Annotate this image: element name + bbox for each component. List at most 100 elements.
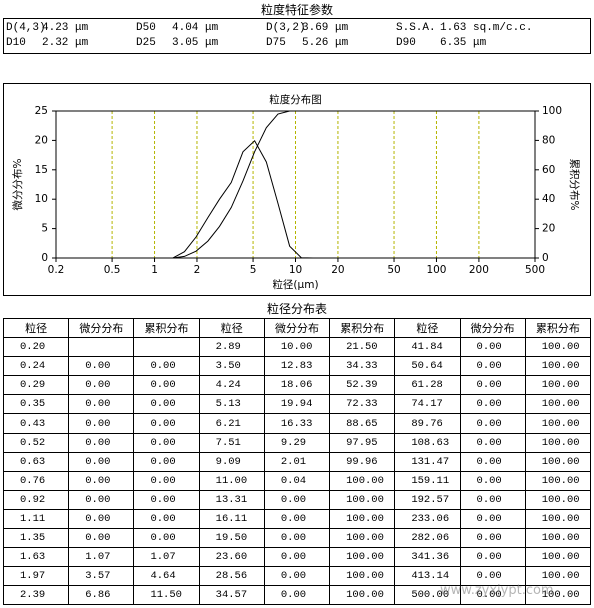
table-cell: 0.00 bbox=[459, 508, 526, 530]
table-title: 粒径分布表 bbox=[266, 302, 327, 316]
table-cell: 108.63 bbox=[394, 432, 461, 453]
table-cell: 100.00 bbox=[329, 528, 396, 549]
chart-title: 粒度分布图 bbox=[269, 93, 322, 106]
table-cell: 0.00 bbox=[459, 547, 526, 568]
watermark: www.zyxjypt.com bbox=[440, 583, 554, 598]
chart-box: 粒度分布图 0.2 0.5 1 2 5 10 20 50 100 200 500 0 5 10 15 20 25 0… bbox=[3, 83, 591, 296]
table-cell: 0.00 bbox=[263, 508, 331, 530]
table-cell: 100.00 bbox=[524, 585, 592, 606]
y-tick-label: 15 bbox=[35, 164, 48, 176]
table-cell: 0.00 bbox=[133, 528, 200, 549]
x-axis-label: 粒径(μm) bbox=[272, 278, 318, 291]
table-cell: 99.96 bbox=[329, 451, 396, 472]
header-cell: 累积分布 bbox=[329, 317, 396, 339]
table-cell: 0.00 bbox=[459, 356, 526, 377]
y-tick-label: 5 bbox=[41, 223, 48, 235]
table-cell: 2.89 bbox=[198, 337, 265, 358]
x-tick-label: 20 bbox=[331, 264, 344, 276]
param-label: D25 bbox=[136, 37, 156, 49]
table-cell: 0.00 bbox=[459, 432, 526, 453]
table-row: 2.39 6.86 11.50 34.57 0.00 100.00 500.00 0.00 10… bbox=[2, 585, 592, 606]
table-cell: 100.00 bbox=[524, 394, 592, 415]
table-cell: 100.00 bbox=[524, 508, 592, 530]
params-title: 粒度特征参数 bbox=[260, 3, 333, 17]
table-cell: 0.00 bbox=[68, 451, 135, 472]
table-cell: 233.06 bbox=[394, 508, 461, 530]
table-row: 0.35 0.00 0.00 5.13 19.94 72.33 74.17 0.00 100.0… bbox=[2, 394, 592, 415]
table-cell: 0.92 bbox=[2, 489, 70, 510]
table-cell: 0.00 bbox=[133, 356, 200, 377]
table-cell: 6.86 bbox=[68, 585, 135, 606]
table-cell: 0.00 bbox=[68, 413, 135, 434]
header-cell: 粒径 bbox=[198, 317, 265, 339]
table-cell: 7.51 bbox=[198, 432, 265, 453]
table-cell: 0.00 bbox=[263, 547, 331, 568]
table-cell: 0.00 bbox=[68, 375, 135, 396]
table-cell: 0.00 bbox=[459, 413, 526, 434]
table-cell: 9.29 bbox=[263, 432, 331, 453]
table-cell: 1.07 bbox=[68, 547, 135, 568]
table-cell: 0.29 bbox=[2, 375, 70, 396]
table-cell: 97.95 bbox=[329, 432, 396, 453]
table-cell: 100.00 bbox=[524, 356, 592, 377]
y-tick-label: 0 bbox=[41, 252, 48, 264]
y2-tick-label: 0 bbox=[542, 252, 549, 264]
table-cell: 89.76 bbox=[394, 413, 461, 434]
table-cell: 72.33 bbox=[329, 394, 396, 415]
table-cell: 0.43 bbox=[2, 413, 70, 434]
table-row: 0.76 0.00 0.00 11.00 0.04 100.00 159.11 0.00 100… bbox=[2, 470, 592, 491]
table-cell: 1.07 bbox=[133, 547, 200, 568]
table-row: 0.63 0.00 0.00 9.09 2.01 99.96 131.47 0.00 100.0… bbox=[2, 451, 592, 472]
table-cell: 6.21 bbox=[198, 413, 265, 434]
table-cell: 0.00 bbox=[263, 585, 331, 606]
table-cell: 3.57 bbox=[68, 566, 135, 587]
y2-axis-label: 累积分布% bbox=[568, 159, 580, 211]
param-value: 4.04 μm bbox=[172, 22, 219, 34]
table-cell: 0.00 bbox=[459, 375, 526, 396]
param-value: 2.32 μm bbox=[42, 37, 89, 49]
table-cell: 1.35 bbox=[2, 528, 70, 549]
table-cell: 9.09 bbox=[198, 451, 265, 472]
table-cell: 341.36 bbox=[394, 547, 461, 568]
table-cell: 4.24 bbox=[198, 375, 265, 396]
table-cell: 3.50 bbox=[198, 356, 265, 377]
y2-tick-label: 40 bbox=[542, 193, 555, 205]
table-cell: 12.83 bbox=[263, 356, 331, 377]
table-cell: 0.00 bbox=[459, 489, 526, 510]
x-tick-label: 100 bbox=[426, 264, 446, 276]
x-tick-label: 0.2 bbox=[48, 264, 65, 276]
table-cell: 0.00 bbox=[133, 394, 200, 415]
table-cell: 16.33 bbox=[263, 413, 331, 434]
table-cell: 34.33 bbox=[329, 356, 396, 377]
table-row: 1.35 0.00 0.00 19.50 0.00 100.00 282.06 0.00 100… bbox=[2, 528, 592, 549]
x-tick-label: 200 bbox=[469, 264, 489, 276]
param-value: 6.35 μm bbox=[440, 37, 487, 49]
table-cell: 0.00 bbox=[459, 337, 526, 358]
header-row: 粒径 微分分布 累积分布 粒径 微分分布 累积分布 粒径 微分分布 累积分布 bbox=[2, 317, 592, 339]
table-cell: 100.00 bbox=[524, 337, 592, 358]
table-cell: 500.00 bbox=[394, 585, 461, 606]
x-tick-label: 2 bbox=[194, 264, 201, 276]
param-label: D(3,2) bbox=[266, 22, 306, 34]
table-cell: 0.76 bbox=[2, 470, 70, 491]
table-cell: 100.00 bbox=[524, 413, 592, 434]
table-cell: 10.00 bbox=[263, 337, 331, 358]
param-label: D10 bbox=[6, 37, 26, 49]
table-cell: 100.00 bbox=[524, 489, 592, 510]
table-cell: 74.17 bbox=[394, 394, 461, 415]
table-cell: 11.00 bbox=[198, 470, 265, 491]
cumulative-curve bbox=[67, 110, 535, 259]
table-cell: 0.00 bbox=[459, 585, 526, 606]
table-cell: 19.50 bbox=[198, 528, 265, 549]
table-cell: 0.00 bbox=[133, 489, 200, 510]
header-cell: 微分分布 bbox=[68, 317, 135, 339]
x-tick-label: 5 bbox=[250, 264, 257, 276]
table-row: 0.20 2.89 10.00 21.50 41.84 0.00 100.00 bbox=[2, 337, 592, 358]
table-cell: 0.00 bbox=[133, 470, 200, 491]
table-cell: 16.11 bbox=[198, 508, 265, 530]
table-cell: 2.01 bbox=[263, 451, 331, 472]
params-box: D(4,3) 4.23 μm D50 4.04 μm D(3,2) 3.69 μm S.S.… bbox=[3, 18, 591, 54]
param-value: 3.05 μm bbox=[172, 37, 219, 49]
table-cell: 0.00 bbox=[133, 413, 200, 434]
